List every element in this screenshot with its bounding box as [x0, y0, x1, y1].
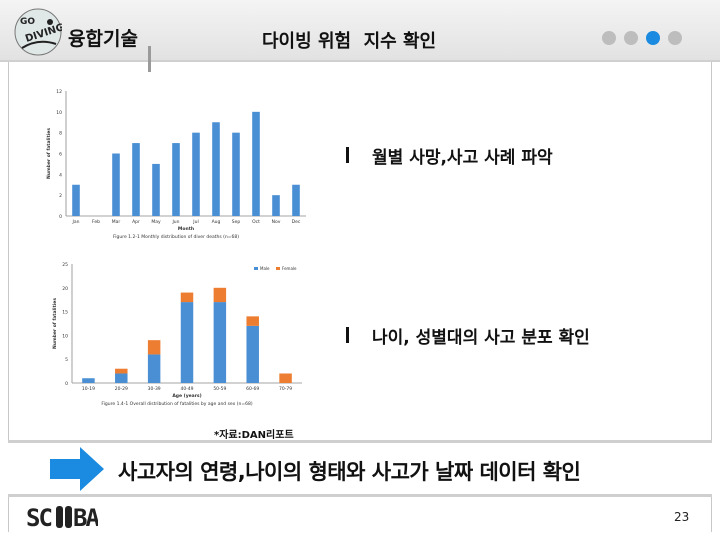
- x-tick-label: Feb: [92, 219, 100, 225]
- svg-text:SC: SC: [26, 504, 51, 532]
- y-tick-label: 4: [59, 172, 62, 178]
- y-tick-label: 2: [59, 193, 62, 199]
- indicator-dot-3[interactable]: [646, 31, 660, 45]
- bar-female: [115, 368, 128, 374]
- legend-label: Female: [282, 266, 297, 271]
- bar-male: [82, 378, 95, 383]
- bullet-marker: [346, 147, 349, 163]
- bullet-text: 월별 사망,사고 사례 파악: [372, 148, 553, 168]
- bar: [132, 143, 140, 216]
- right-border: [711, 62, 712, 532]
- chart-caption: Figure 1.4-1 Overall distribution of fat…: [101, 401, 252, 407]
- x-tick-label: Jun: [171, 219, 179, 225]
- summary-banner: 사고자의 연령,나이의 형태와 사고가 날짜 데이터 확인: [8, 440, 712, 497]
- y-tick-label: 0: [65, 381, 68, 387]
- arrow-right-icon: [50, 447, 104, 491]
- x-tick-label: Mar: [112, 219, 121, 225]
- bar-male: [246, 325, 259, 383]
- header: GO DIVING 융합기술 다이빙 위험 지수 확인: [0, 0, 720, 62]
- slide-indicator: [602, 31, 682, 45]
- summary-text: 사고자의 연령,나이의 형태와 사고가 날짜 데이터 확인: [118, 460, 581, 484]
- chart-caption: Figure 1.2-1 Monthly distribution of div…: [113, 234, 239, 240]
- bar: [212, 122, 220, 216]
- monthly-chart-svg: 0 2 4 6 8 10 12 Jan Feb Mar Apr May Jun Jul Aug Sep Oct N…: [46, 89, 306, 240]
- monthly-chart: 0 2 4 6 8 10 12 Jan Feb Mar Apr May Jun Jul Aug Sep Oct N…: [44, 84, 316, 248]
- brand-title: 융합기술: [68, 28, 138, 50]
- y-tick-label: 25: [62, 262, 68, 268]
- bar: [172, 143, 180, 216]
- age-sex-chart: 0 5 10 15 20 25 10-19 20-29 30-39 40-49 50-59 60-69…: [44, 258, 316, 410]
- bar: [252, 111, 260, 216]
- x-tick-label: Sep: [232, 219, 241, 225]
- x-tick-label: Jul: [192, 219, 198, 225]
- bar-female: [147, 340, 161, 355]
- bar: [192, 132, 200, 216]
- go-diving-logo: GO DIVING: [14, 8, 62, 56]
- x-tick-label: Apr: [132, 219, 140, 225]
- bar: [72, 184, 80, 216]
- svg-text:BA: BA: [73, 504, 98, 532]
- age-sex-chart-svg: 0 5 10 15 20 25 10-19 20-29 30-39 40-49 50-59 60-69…: [52, 262, 302, 407]
- scuba-logo: SC BA: [26, 504, 98, 532]
- y-tick-label: 20: [62, 286, 68, 292]
- x-tick-label: 60-69: [246, 386, 259, 392]
- bar-male: [213, 302, 227, 383]
- page-number: 23: [674, 510, 690, 524]
- x-axis-title: Age (years): [172, 393, 201, 399]
- x-tick-label: 70-79: [279, 386, 292, 392]
- bar-male: [147, 354, 161, 383]
- x-tick-label: 10-19: [82, 386, 95, 392]
- y-tick-label: 8: [59, 131, 62, 137]
- indicator-dot-2[interactable]: [624, 31, 638, 45]
- y-tick-label: 12: [56, 89, 62, 95]
- slide-title: 다이빙 위험 지수 확인: [262, 31, 437, 52]
- y-tick-label: 0: [59, 214, 62, 220]
- x-tick-label: Oct: [252, 219, 260, 225]
- indicator-dot-4[interactable]: [668, 31, 682, 45]
- source-note: *자료:DAN리포트: [214, 430, 294, 441]
- bullet-text: 나이, 성별대의 사고 분포 확인: [372, 328, 590, 348]
- y-axis-title: Number of fatalities: [52, 298, 58, 349]
- bar: [152, 163, 160, 216]
- left-border: [8, 62, 9, 532]
- y-tick-label: 5: [65, 357, 68, 363]
- indicator-dot-1[interactable]: [602, 31, 616, 45]
- bar: [272, 195, 280, 216]
- legend-label: Male: [260, 266, 270, 271]
- y-tick-label: 10: [56, 110, 62, 116]
- y-tick-label: 15: [62, 310, 68, 316]
- y-tick-label: 10: [62, 333, 68, 339]
- x-tick-label: Dec: [292, 219, 301, 225]
- x-tick-label: 30-39: [148, 386, 161, 392]
- x-tick-label: Jan: [72, 219, 80, 225]
- x-tick-label: May: [151, 219, 161, 225]
- x-tick-label: Aug: [212, 219, 221, 225]
- x-tick-label: Nov: [272, 219, 281, 225]
- bar-male: [115, 373, 128, 383]
- bar-female: [246, 316, 259, 326]
- legend-swatch: [254, 267, 258, 270]
- brand-divider: [148, 46, 151, 72]
- x-tick-label: 50-59: [213, 386, 226, 392]
- legend-swatch: [276, 267, 280, 270]
- x-tick-label: 20-29: [115, 386, 128, 392]
- bar: [232, 132, 240, 216]
- bar-female: [279, 373, 292, 383]
- svg-text:GO: GO: [20, 17, 35, 27]
- bar-female: [213, 287, 227, 303]
- bullet-marker: [346, 327, 349, 343]
- x-axis-title: Month: [178, 226, 194, 232]
- bar: [292, 184, 300, 216]
- x-tick-label: 40-49: [180, 386, 193, 392]
- y-tick-label: 6: [59, 152, 62, 158]
- bar-male: [180, 302, 194, 383]
- bar-female: [180, 292, 194, 303]
- y-axis-title: Number of fatalities: [46, 128, 52, 179]
- bar: [112, 153, 120, 216]
